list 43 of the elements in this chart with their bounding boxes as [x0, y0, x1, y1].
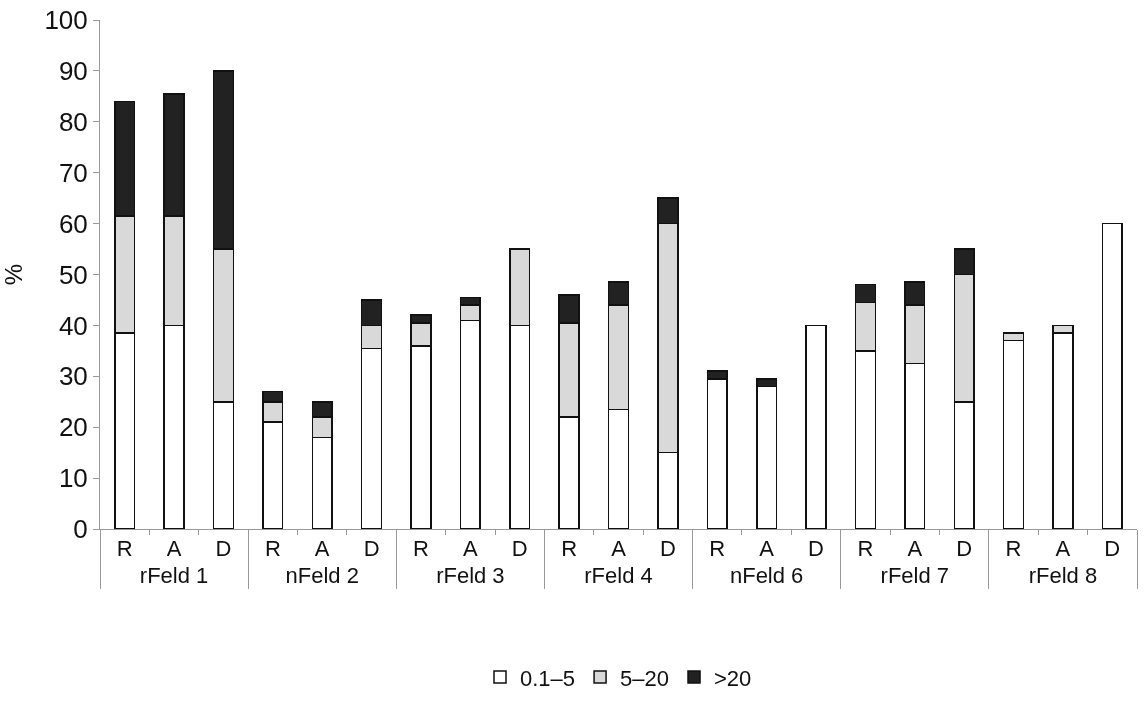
y-tick-label: 30	[58, 361, 88, 392]
y-tick-label: 40	[58, 310, 88, 341]
x-tick-label: R	[709, 536, 726, 562]
x-tick-label: A	[314, 536, 330, 562]
x-tick-label: R	[264, 536, 281, 562]
legend-label: >20	[714, 665, 752, 691]
text: rFeld 7	[880, 563, 950, 589]
x-tick-label: A	[1055, 536, 1071, 562]
y-tick-label: 100	[44, 5, 88, 36]
x-tick-label: R	[116, 536, 133, 562]
y-tick-label: 10	[58, 463, 88, 494]
text: rFeld 4	[584, 563, 653, 589]
x-tick-label: A	[759, 536, 775, 562]
text: nFeld 6	[729, 563, 804, 589]
y-tick-label: 80	[58, 106, 88, 137]
y-axis-title: %	[0, 263, 27, 286]
y-tick-label: 70	[58, 157, 88, 188]
text: nFeld 2	[285, 563, 359, 589]
legend-label: 0.1–5	[520, 665, 576, 691]
x-tick-label: D	[363, 536, 380, 562]
x-tick-label: R	[561, 536, 578, 562]
x-tick-label: D	[511, 536, 528, 562]
y-tick-label: 20	[58, 412, 88, 443]
x-tick-label: A	[166, 536, 182, 562]
x-tick-label: D	[659, 536, 676, 562]
y-tick-label: 50	[58, 259, 88, 290]
x-tick-label: A	[611, 536, 627, 562]
text: rFeld 1	[139, 563, 209, 589]
y-tick-label: 60	[58, 208, 88, 239]
x-tick-label: D	[1104, 536, 1121, 562]
legend-label: 5–20	[620, 665, 670, 691]
text: rFeld 3	[436, 563, 505, 589]
x-tick-label: R	[413, 536, 429, 562]
x-tick-label: D	[808, 536, 824, 562]
x-tick-label: A	[907, 536, 923, 562]
y-tick-label: 0	[73, 514, 88, 545]
x-tick-label: R	[1005, 536, 1022, 562]
x-tick-label: A	[463, 536, 479, 562]
x-tick-label: R	[857, 536, 874, 562]
text: rFeld 8	[1028, 563, 1098, 589]
y-tick-label: 90	[58, 56, 88, 86]
x-tick-label: D	[215, 536, 232, 562]
x-tick-label: D	[956, 536, 973, 562]
